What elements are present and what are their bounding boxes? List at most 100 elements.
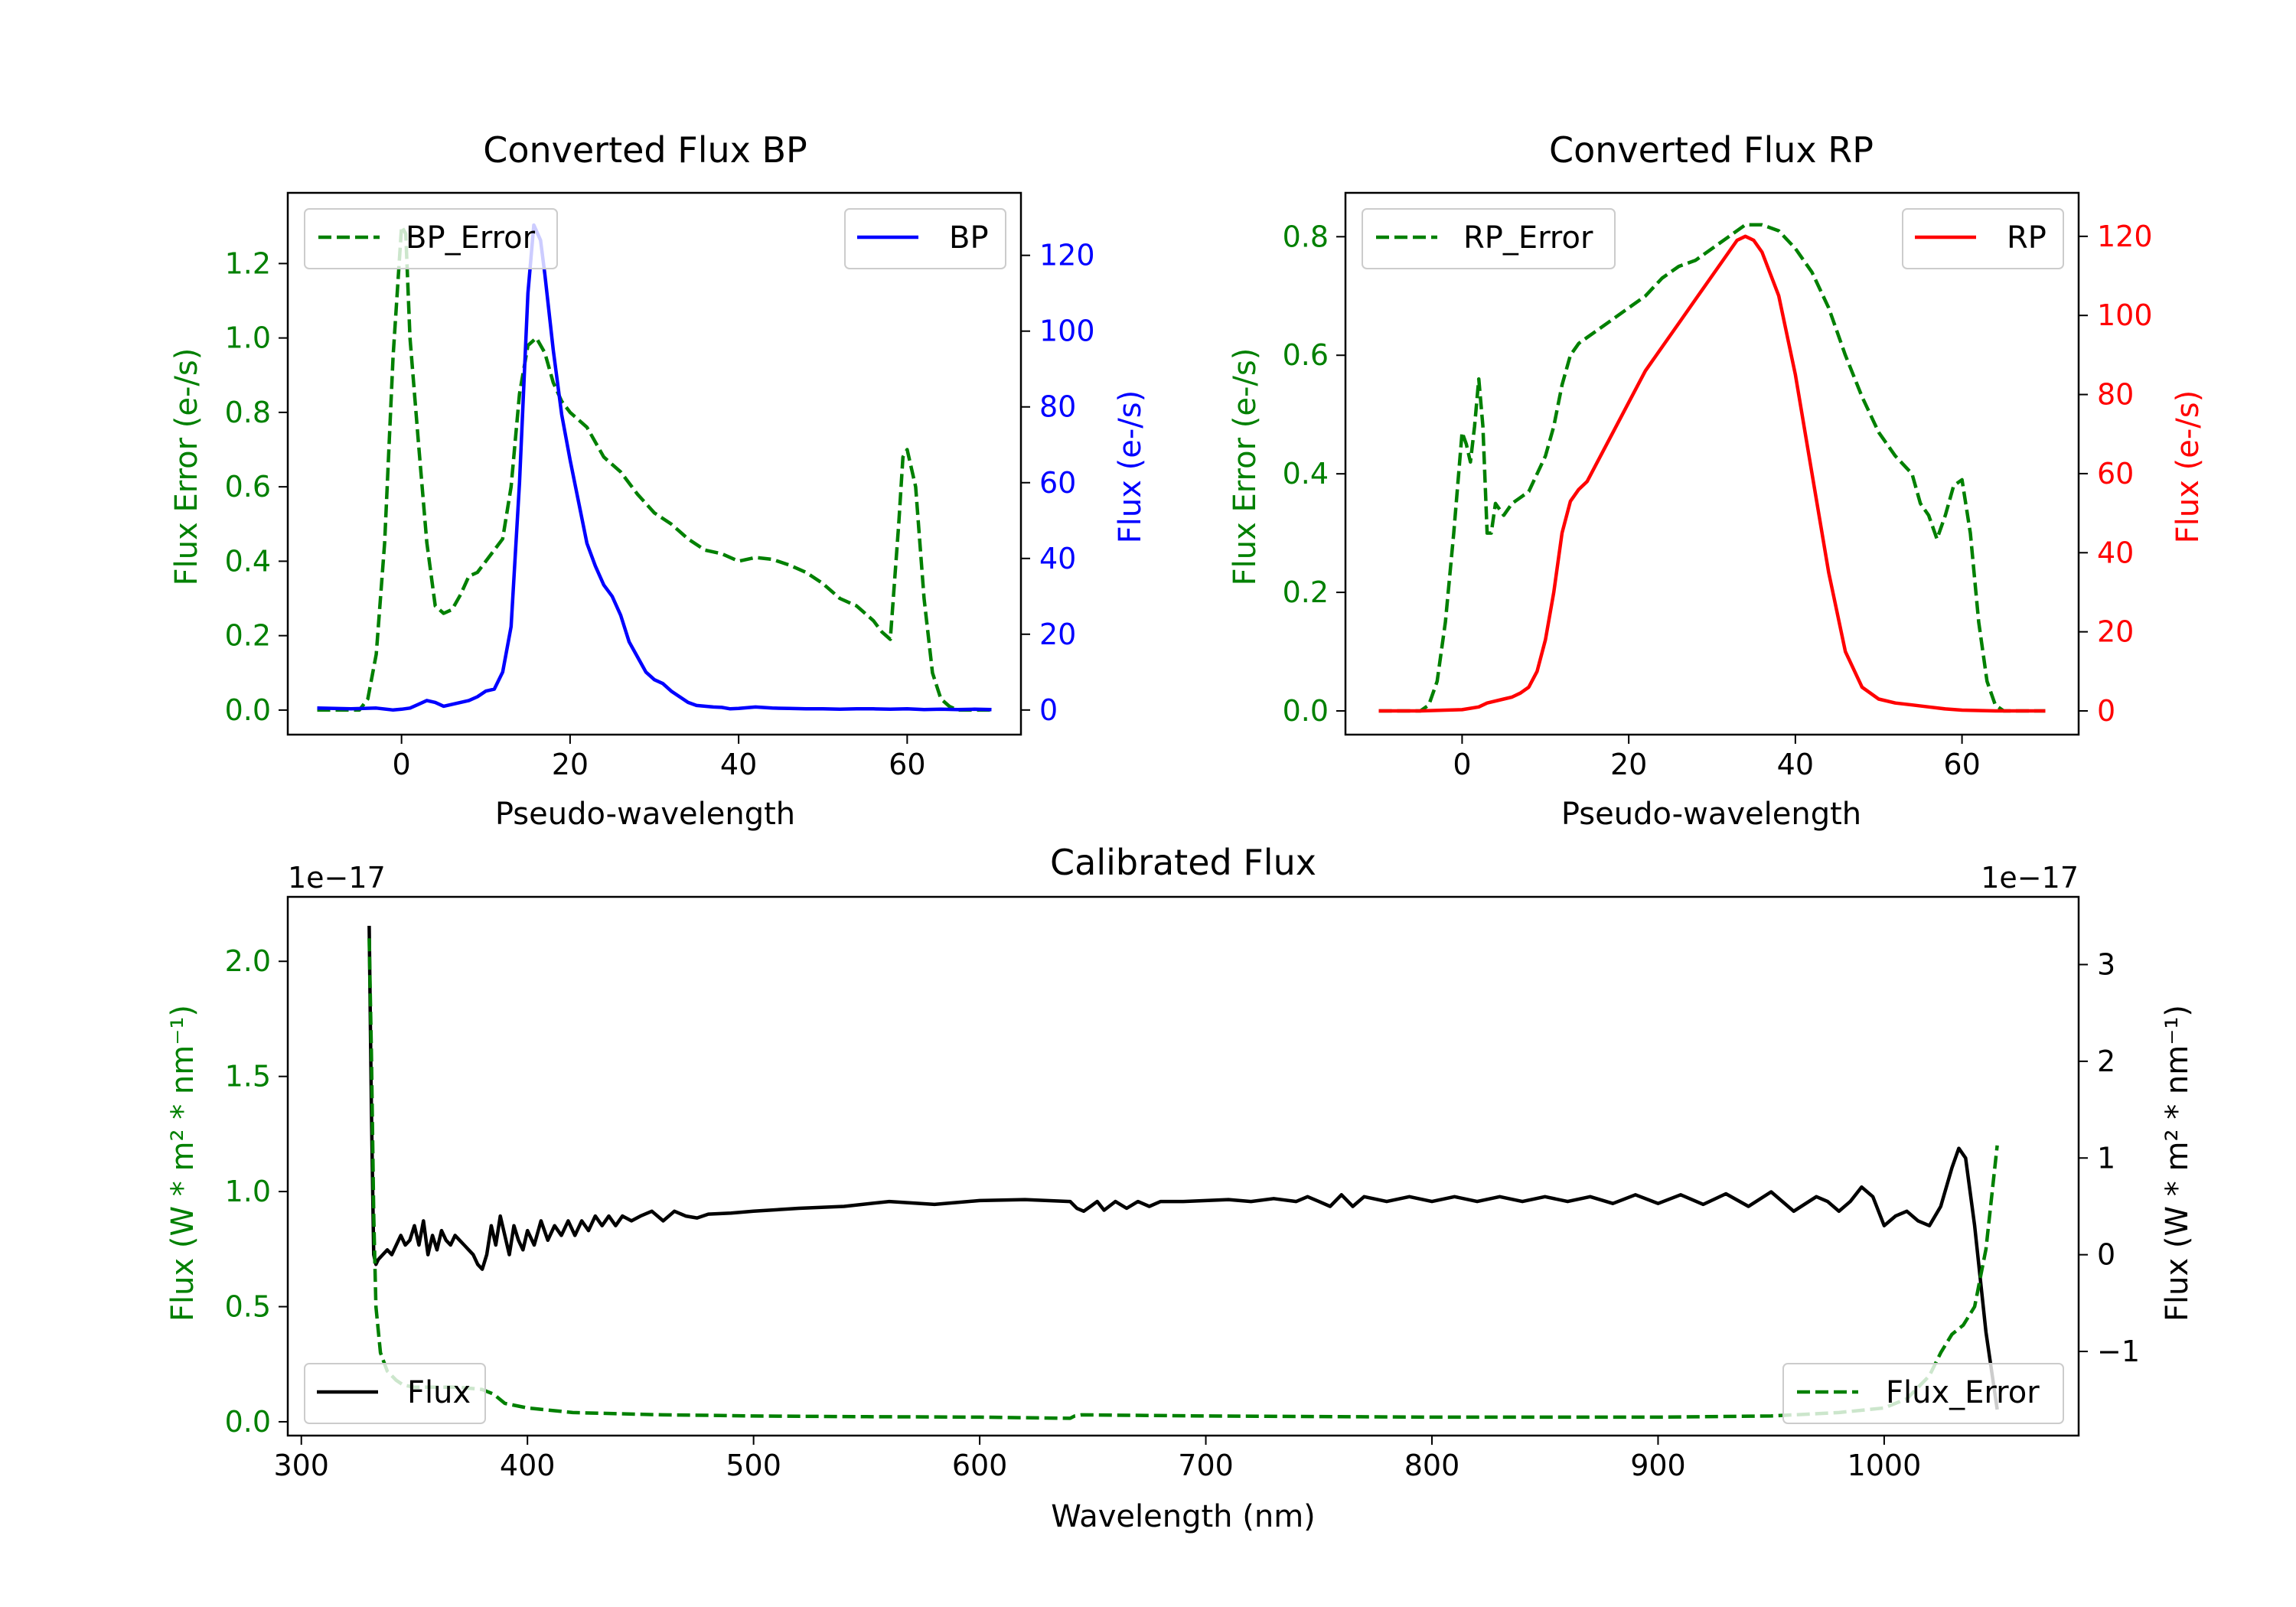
- calibrated-offset-right: 1e−17: [1981, 861, 2079, 895]
- calibrated-xtick-label: 800: [1404, 1449, 1460, 1482]
- calibrated-xtick-label: 700: [1178, 1449, 1234, 1482]
- rp-ytick-left-label: 0.2: [1283, 575, 1329, 609]
- calibrated-legend-error: Flux_Error: [1782, 1363, 2064, 1424]
- bp-legend-flux: BP: [844, 208, 1006, 269]
- rp-ytick-right-label: 120: [2097, 220, 2153, 253]
- calibrated-xtick-label: 300: [273, 1449, 329, 1482]
- bp-ytick-right-label: 20: [1039, 618, 1076, 651]
- calibrated-title: Calibrated Flux: [1050, 842, 1316, 883]
- calibrated-xtick-label: 1000: [1848, 1449, 1922, 1482]
- bp-ylabel-left: Flux Error (e-/s): [169, 348, 204, 586]
- bp-ytick-left-label: 0.6: [225, 470, 271, 504]
- rp-legend-error: RP_Error: [1362, 208, 1616, 269]
- bp-title: Converted Flux BP: [483, 129, 807, 171]
- rp-ytick-left-label: 0.8: [1283, 220, 1329, 253]
- calibrated-axes-frame: [286, 895, 2080, 1437]
- rp-ticks: 0 20 40 60 0.0 0.2 0.4 0.6 0.8 0 20 40 60 80 100 120: [1283, 220, 2153, 781]
- rp-ytick-right-label: 20: [2097, 615, 2134, 649]
- bp-ytick-left-label: 0.8: [225, 396, 271, 429]
- bp-axes-frame: [286, 191, 1022, 736]
- rp-series-rp-error: [1378, 223, 2046, 713]
- bp-plot-area: [317, 223, 992, 712]
- bp-xtick-label: 60: [889, 748, 925, 781]
- bp-ytick-right-label: 80: [1039, 390, 1076, 424]
- calibrated-series-flux: [367, 925, 1999, 1410]
- rp-ytick-right-label: 80: [2097, 378, 2134, 412]
- calibrated-legend-flux-box: [304, 1363, 486, 1424]
- rp-ylabel-right: Flux (e-/s): [2170, 390, 2206, 543]
- rp-legend-flux: RP: [1902, 208, 2064, 269]
- rp-legend-flux-label: RP: [2007, 220, 2047, 256]
- bp-xtick-label: 40: [720, 748, 757, 781]
- bp-ytick-left-label: 0.4: [225, 544, 271, 578]
- rp-legend-error-box: [1362, 208, 1616, 269]
- calibrated-ytick-left-label: 0.0: [225, 1405, 271, 1439]
- bp-panel: Converted Flux BP Pseudo-wavelength Flux…: [169, 129, 1148, 832]
- rp-xtick-label: 20: [1610, 748, 1647, 781]
- calibrated-xlabel: Wavelength (nm): [1051, 1499, 1316, 1534]
- bp-legend-flux-box: [844, 208, 1006, 269]
- bp-ytick-left-label: 1.0: [225, 321, 271, 355]
- bp-xlabel: Pseudo-wavelength: [495, 797, 795, 832]
- bp-ytick-right-label: 40: [1039, 542, 1076, 575]
- bp-xtick-label: 0: [393, 748, 411, 781]
- calibrated-ytick-right-label: 0: [2097, 1238, 2115, 1272]
- rp-ytick-right-label: 40: [2097, 536, 2134, 569]
- calibrated-xtick-label: 900: [1630, 1449, 1686, 1482]
- bp-series-bp-error: [317, 224, 992, 712]
- rp-title: Converted Flux RP: [1549, 129, 1874, 171]
- calibrated-xtick-label: 500: [726, 1449, 781, 1482]
- rp-plot-area: [1378, 223, 2046, 713]
- calibrated-ytick-right-label: 2: [2097, 1045, 2115, 1078]
- calibrated-ticks: 300 400 500 600 700 800 900 1000 0.0 0.5 1.0 1.5 2.0…: [225, 944, 2140, 1482]
- bp-ticks: 0 20 40 60 0.0 0.2 0.4 0.6 0.8 1.0 1.2 0 20 40 60 80 100…: [225, 239, 1095, 781]
- bp-legend-error: BP_Error: [304, 208, 558, 269]
- rp-legend-flux-box: [1902, 208, 2064, 269]
- bp-legend-flux-label: BP: [949, 220, 989, 256]
- bp-ylabel-right: Flux (e-/s): [1113, 390, 1148, 543]
- rp-series-rp: [1378, 234, 2046, 713]
- calibrated-legend-error-box: [1782, 1363, 2064, 1424]
- calibrated-xtick-label: 600: [952, 1449, 1008, 1482]
- calibrated-ytick-left-label: 1.0: [225, 1175, 271, 1208]
- calibrated-legend-flux: Flux: [304, 1363, 486, 1424]
- rp-xtick-label: 0: [1453, 748, 1471, 781]
- calibrated-offset-left: 1e−17: [288, 861, 386, 895]
- bp-ytick-left-label: 1.2: [225, 246, 271, 280]
- rp-ytick-right-label: 100: [2097, 298, 2153, 332]
- bp-xtick-label: 20: [552, 748, 589, 781]
- rp-xtick-label: 60: [1943, 748, 1980, 781]
- bp-ytick-right-label: 120: [1039, 239, 1095, 272]
- calibrated-ytick-left-label: 2.0: [225, 944, 271, 978]
- bp-ytick-right-label: 60: [1039, 466, 1076, 500]
- calibrated-ylabel-right: Flux (W * m² * nm⁻¹): [2160, 1005, 2195, 1322]
- bp-ytick-left-label: 0.0: [225, 693, 271, 727]
- rp-ytick-left-label: 0.0: [1283, 694, 1329, 728]
- bp-legend-error-box: [304, 208, 558, 269]
- calibrated-ytick-right-label: 3: [2097, 947, 2115, 981]
- calibrated-xtick-label: 400: [500, 1449, 556, 1482]
- rp-ytick-right-label: 60: [2097, 457, 2134, 491]
- rp-legend-error-label: RP_Error: [1463, 220, 1593, 256]
- calibrated-ytick-left-label: 0.5: [225, 1290, 271, 1324]
- rp-ytick-left-label: 0.4: [1283, 457, 1329, 491]
- calibrated-ytick-left-label: 1.5: [225, 1060, 271, 1094]
- rp-axes-frame: [1344, 191, 2080, 736]
- rp-panel: Converted Flux RP Pseudo-wavelength Flux…: [1228, 129, 2206, 832]
- rp-xlabel: Pseudo-wavelength: [1561, 797, 1861, 832]
- bp-series-bp: [317, 223, 992, 712]
- rp-ylabel-left: Flux Error (e-/s): [1228, 348, 1263, 586]
- calibrated-ytick-right-label: −1: [2097, 1335, 2140, 1368]
- bp-ytick-right-label: 0: [1039, 693, 1058, 727]
- rp-ytick-left-label: 0.6: [1283, 338, 1329, 372]
- calibrated-legend-error-label: Flux_Error: [1886, 1375, 2040, 1410]
- bp-ytick-right-label: 100: [1039, 315, 1095, 348]
- calibrated-ylabel-left: Flux (W * m² * nm⁻¹): [165, 1005, 201, 1322]
- bp-legend-error-label: BP_Error: [406, 220, 536, 256]
- bp-ytick-left-label: 0.2: [225, 619, 271, 653]
- rp-xtick-label: 40: [1777, 748, 1814, 781]
- calibrated-ytick-right-label: 1: [2097, 1141, 2115, 1175]
- calibrated-panel: Calibrated Flux Wavelength (nm) Flux (W …: [165, 842, 2195, 1534]
- rp-ytick-right-label: 0: [2097, 694, 2115, 728]
